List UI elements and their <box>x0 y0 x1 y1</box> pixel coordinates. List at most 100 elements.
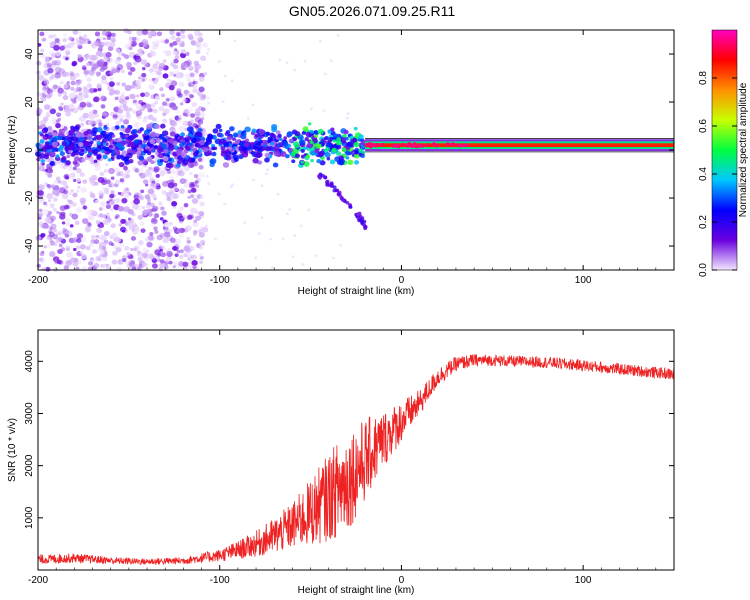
spectrogram-cell <box>299 139 306 146</box>
spectrogram-cell <box>73 247 77 252</box>
y-tick-label: -20 <box>24 190 35 205</box>
spectrogram-cell <box>151 77 156 81</box>
spectrogram-cell <box>193 162 199 167</box>
spectrogram-cell <box>244 138 249 143</box>
spectrogram-cell <box>275 130 281 135</box>
spectrogram-cell <box>37 190 44 196</box>
spectrogram-cell <box>119 131 124 136</box>
spectrogram-cell <box>80 148 85 153</box>
spectrogram-cell <box>139 172 146 179</box>
spectrogram-cell <box>59 151 65 157</box>
spectrogram-cell <box>70 80 76 86</box>
spectrogram-cell <box>143 91 150 98</box>
spectrogram-cell <box>348 203 352 207</box>
spectrogram-cell <box>175 173 179 177</box>
spectrogram-cell <box>110 176 115 180</box>
spectrogram-cell <box>123 106 129 112</box>
colorbar-ticks: 0.0 0.2 0.4 0.6 0.8 <box>698 71 737 277</box>
spectrogram-cell <box>137 160 144 166</box>
spectrogram-cell <box>165 97 170 102</box>
spectrogram-cell <box>225 155 232 161</box>
spectrogram-cell <box>163 221 171 228</box>
spectrogram-cell <box>195 215 202 221</box>
spectrogram-cell <box>223 142 230 148</box>
spectrogram-cell <box>102 111 109 118</box>
spectrogram-cell <box>164 50 172 57</box>
spectrogram-cell <box>175 37 181 43</box>
spectrogram-cell <box>117 259 124 265</box>
spectrogram-cell <box>65 205 70 209</box>
spectrogram-cell <box>43 31 49 36</box>
spectrogram-cell <box>48 50 54 55</box>
spectrogram-cell <box>101 75 107 81</box>
spectrogram-cell <box>150 85 154 89</box>
spectrogram-cell <box>40 133 44 137</box>
spectrogram-cell <box>157 148 162 154</box>
spectrogram-cell <box>112 114 118 119</box>
spectrogram-cell <box>343 129 349 135</box>
spectrogram-cell <box>329 183 334 187</box>
spectrogram-cell <box>65 111 72 117</box>
spectrogram-cell <box>150 103 156 108</box>
spectrogram-cell <box>341 139 347 144</box>
spectrogram-cell <box>106 200 110 204</box>
spectrogram-cell <box>105 179 111 185</box>
spectrogram-cell <box>71 62 77 67</box>
spectrogram-cell <box>99 250 105 255</box>
spectrogram-cell <box>48 57 53 61</box>
spectrogram-cell <box>160 166 167 173</box>
spectrogram-cell <box>125 174 131 179</box>
spectrogram-cell <box>62 95 69 101</box>
spectrogram-cell <box>186 78 191 83</box>
spectrogram-cell <box>345 116 349 120</box>
spectrogram-cell <box>303 146 308 150</box>
spectrogram-cell <box>120 95 125 100</box>
spectrogram-y-label: Frequency (Hz) <box>7 116 18 185</box>
spectrogram-cell <box>42 116 49 122</box>
spectrogram-cell <box>278 137 283 141</box>
x-tick-label: 100 <box>575 575 592 586</box>
spectrogram-cell <box>80 201 86 206</box>
spectrogram-cell <box>332 188 337 193</box>
spectrogram-cell <box>190 113 196 118</box>
spectrogram-cell <box>318 151 323 156</box>
spectrogram-cell <box>153 166 160 172</box>
spectrogram-cell <box>179 135 184 140</box>
spectrogram-cell <box>117 105 123 110</box>
spectrogram-cell <box>154 166 161 173</box>
colorbar-scale <box>711 29 738 271</box>
spectrogram-cell <box>67 42 75 48</box>
spectrogram-cell <box>86 133 93 140</box>
spectrogram-cell <box>133 61 137 65</box>
spectrogram-cell <box>374 144 379 148</box>
colorbar-tick-label: 0.2 <box>698 215 709 229</box>
spectrogram-cell <box>43 79 50 85</box>
spectrogram-cell <box>136 250 141 254</box>
figure-title: GN05.2026.071.09.25.R11 <box>289 3 456 19</box>
spectrogram-cell <box>94 119 100 124</box>
spectrogram-cell <box>53 242 58 247</box>
spectrogram-cell <box>139 221 145 226</box>
spectrogram-cell <box>112 250 118 256</box>
spectrogram-cell <box>83 88 90 95</box>
spectrogram-cell <box>123 119 130 125</box>
y-tick-label: 3000 <box>24 402 35 425</box>
spectrogram-cell <box>182 141 187 146</box>
spectrogram-cell <box>102 37 107 41</box>
spectrogram-cell <box>368 144 373 149</box>
spectrogram-cell <box>187 189 192 194</box>
spectrogram-cell <box>162 237 170 243</box>
spectrogram-cell <box>183 253 188 258</box>
spectrogram-cell <box>126 148 133 154</box>
spectrogram-cell <box>157 74 163 79</box>
spectrogram-cell <box>194 68 199 73</box>
spectrogram-cell <box>65 50 71 56</box>
spectrogram-cell <box>202 42 208 48</box>
spectrogram-cell <box>330 127 335 132</box>
spectrogram-cell <box>110 223 116 229</box>
spectrogram-cell <box>102 219 109 226</box>
spectrogram-cell <box>77 137 84 143</box>
spectrogram-cell <box>90 67 96 72</box>
spectrogram-cell <box>325 179 330 184</box>
spectrogram-cell <box>309 140 314 144</box>
